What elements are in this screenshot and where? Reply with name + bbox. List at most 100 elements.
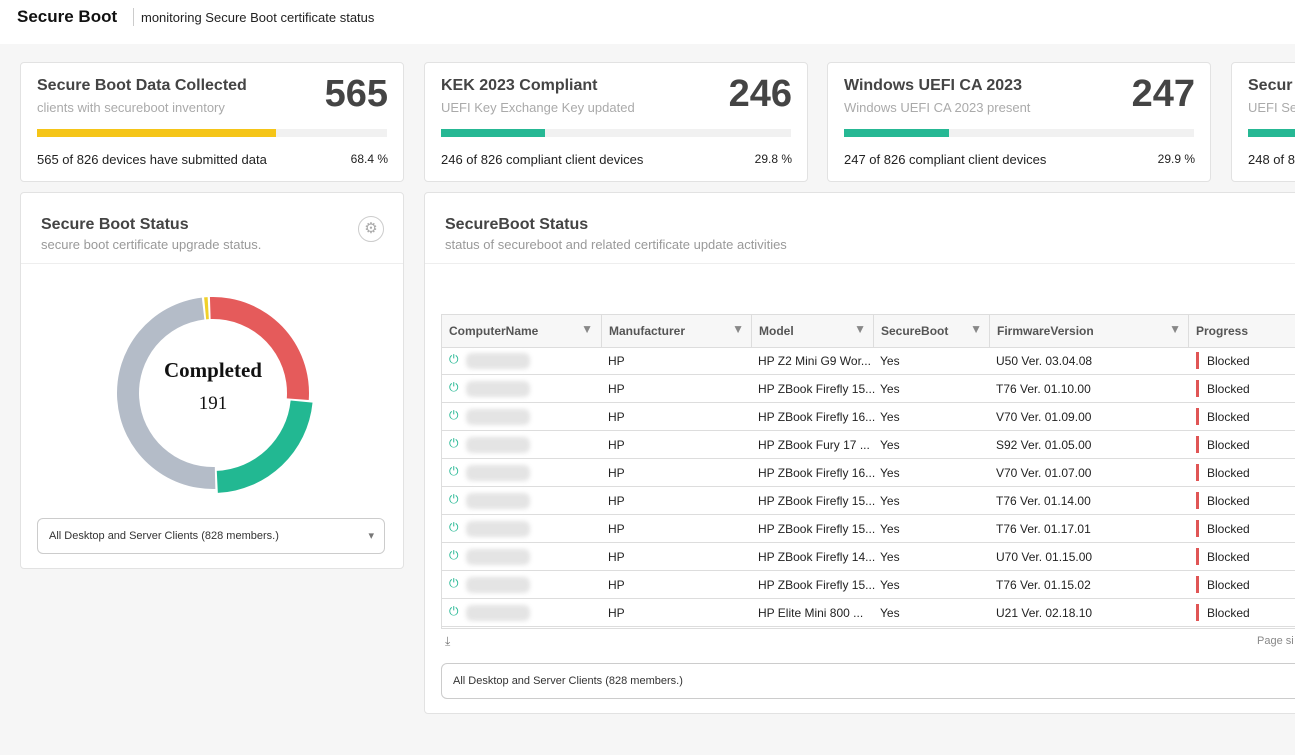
column-header[interactable]: Manufacturer ▼: [601, 315, 752, 347]
filter-icon[interactable]: ▼: [581, 322, 593, 336]
table-cell: Yes: [880, 522, 900, 536]
kpi-subtitle: UEFI Key Exchange Key updated: [441, 100, 635, 115]
table-cell: Yes: [880, 354, 900, 368]
table-cell: Blocked: [1207, 438, 1250, 452]
table-cell: HP ZBook Firefly 16...: [758, 410, 876, 424]
kpi-subtitle: UEFI Sec: [1248, 100, 1295, 115]
dropdown-text: All Desktop and Server Clients (828 memb…: [49, 530, 279, 542]
progress-indicator: [1196, 408, 1199, 425]
donut-segment: [216, 400, 313, 493]
kpi-detail: 246 of 826 compliant client devices: [441, 152, 644, 167]
power-icon: ⏻: [449, 352, 459, 366]
progress-bar: [1248, 129, 1295, 137]
export-button[interactable]: ⤓: [445, 634, 451, 648]
progress-indicator: [1196, 352, 1199, 369]
column-header[interactable]: SecureBoot ▼: [873, 315, 990, 347]
table-cell: Yes: [880, 438, 900, 452]
filter-icon[interactable]: ▼: [970, 322, 982, 336]
power-icon: ⏻: [449, 576, 459, 590]
progress-track: [441, 129, 791, 137]
blurred-name: [466, 493, 530, 509]
column-title: Progress: [1196, 324, 1249, 338]
blurred-name: [466, 521, 530, 537]
power-icon: ⏻: [449, 436, 459, 450]
table-panel: SecureBoot Status status of secureboot a…: [424, 192, 1295, 714]
kpi-detail: 248 of 8: [1248, 152, 1295, 167]
power-icon: ⏻: [449, 604, 459, 618]
settings-button[interactable]: ⚙: [358, 216, 384, 242]
table-row: [442, 571, 1295, 599]
progress-indicator: [1196, 380, 1199, 397]
power-icon: ⏻: [449, 380, 459, 394]
table-row: [442, 375, 1295, 403]
table-cell: HP: [608, 606, 625, 620]
separator: [425, 263, 1295, 264]
table-row: [442, 543, 1295, 571]
blurred-name: [466, 577, 530, 593]
table-header: [442, 315, 1295, 348]
column-title: Manufacturer: [609, 324, 686, 338]
column-header[interactable]: ComputerName ▼: [442, 315, 601, 347]
kpi-percent: 29.9 %: [1157, 152, 1195, 166]
panel-title: SecureBoot Status: [445, 216, 589, 233]
client-dropdown[interactable]: All Desktop and Server Clients (828 memb…: [37, 518, 385, 554]
kpi-card: Windows UEFI CA 2023 Windows UEFI CA 2023…: [827, 62, 1211, 182]
blurred-name: [466, 409, 530, 425]
kpi-detail: 565 of 826 devices have submitted data: [37, 152, 267, 167]
status-panel: Secure Boot Status secure boot certifica…: [20, 192, 404, 569]
kpi-card: Secur UEFI Sec 248 of 8: [1231, 62, 1295, 182]
kpi-value: 247: [1131, 73, 1195, 115]
table-row: [442, 459, 1295, 487]
table-cell: Yes: [880, 494, 900, 508]
progress-indicator: [1196, 604, 1199, 621]
progress-bar: [441, 129, 546, 137]
pager-text: Page si: [1257, 635, 1294, 647]
table-cell: HP ZBook Firefly 15...: [758, 382, 876, 396]
table-cell: HP: [608, 522, 625, 536]
progress-indicator: [1196, 436, 1199, 453]
table-cell: HP: [608, 410, 625, 424]
table-cell: HP: [608, 438, 625, 452]
progress-track: [844, 129, 1194, 137]
table-cell: HP ZBook Firefly 15...: [758, 522, 876, 536]
blurred-name: [466, 381, 530, 397]
page-subtitle: monitoring Secure Boot certificate statu…: [141, 10, 375, 25]
column-title: SecureBoot: [881, 324, 949, 338]
table-cell: Blocked: [1207, 606, 1250, 620]
table-cell: HP ZBook Fury 17 ...: [758, 438, 870, 452]
kpi-percent: 29.8 %: [754, 152, 792, 166]
table-cell: Yes: [880, 606, 900, 620]
table-cell: T76 Ver. 01.15.02: [996, 578, 1091, 592]
kpi-card: Secure Boot Data Collected clients with s…: [20, 62, 404, 182]
kpi-title: KEK 2023 Compliant: [441, 77, 598, 94]
client-dropdown[interactable]: All Desktop and Server Clients (828 memb…: [441, 663, 1295, 699]
panel-title: Secure Boot Status: [41, 216, 189, 233]
donut-center-label: Completed: [164, 358, 262, 382]
table-cell: U70 Ver. 01.15.00: [996, 550, 1093, 564]
table-cell: HP ZBook Firefly 15...: [758, 494, 876, 508]
table-cell: T76 Ver. 01.17.01: [996, 522, 1091, 536]
kpi-title: Secur: [1248, 77, 1293, 94]
column-header[interactable]: Model ▼: [751, 315, 874, 347]
table-cell: Blocked: [1207, 382, 1250, 396]
data-grid: ComputerName ▼ Manufacturer ▼ Model ▼ SecureBo…: [441, 314, 1295, 629]
dropdown-text: All Desktop and Server Clients (828 memb…: [453, 675, 683, 687]
table-cell: V70 Ver. 01.07.00: [996, 466, 1092, 480]
filter-icon[interactable]: ▼: [854, 322, 866, 336]
filter-icon[interactable]: ▼: [732, 322, 744, 336]
progress-indicator: [1196, 492, 1199, 509]
kpi-subtitle: clients with secureboot inventory: [37, 100, 225, 115]
panel-subtitle: secure boot certificate upgrade status.: [41, 237, 262, 252]
column-title: FirmwareVersion: [997, 324, 1094, 338]
column-header[interactable]: FirmwareVersion ▼: [989, 315, 1189, 347]
column-header[interactable]: Progress: [1188, 315, 1295, 347]
table-cell: V70 Ver. 01.09.00: [996, 410, 1092, 424]
filter-icon[interactable]: ▼: [1169, 322, 1181, 336]
page-title: Secure Boot: [17, 7, 118, 26]
column-title: ComputerName: [449, 324, 539, 338]
table-cell: Yes: [880, 410, 900, 424]
kpi-subtitle: Windows UEFI CA 2023 present: [844, 100, 1031, 115]
kpi-value: 565: [324, 73, 388, 115]
table-cell: U50 Ver. 03.04.08: [996, 354, 1093, 368]
